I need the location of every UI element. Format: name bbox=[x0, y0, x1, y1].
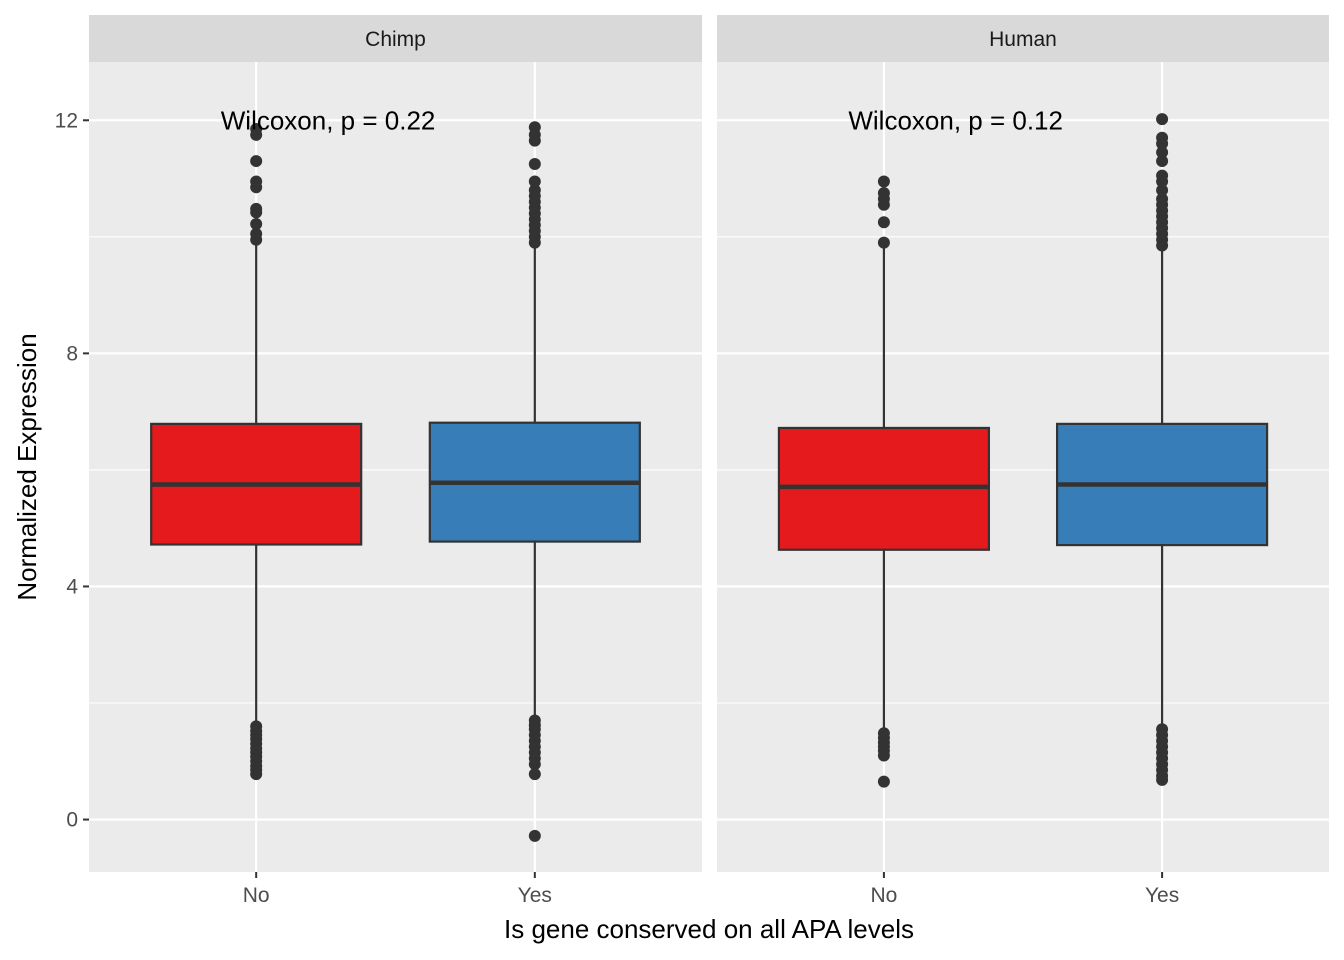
outlier-point bbox=[250, 155, 263, 168]
facet-label: Chimp bbox=[365, 28, 426, 51]
outlier-point bbox=[528, 157, 541, 170]
wilcoxon-annotation: Wilcoxon, p = 0.12 bbox=[848, 105, 1063, 135]
outlier-point bbox=[250, 175, 263, 188]
outlier-point bbox=[877, 216, 890, 229]
panel-human: Human No Yes Wilcoxon, p = 0.12 bbox=[717, 15, 1329, 907]
y-axis-title: Normalized Expression bbox=[12, 333, 42, 600]
y-tick-label: 8 bbox=[66, 342, 78, 365]
box-no bbox=[777, 175, 991, 788]
panel-chimp: Chimp No Yes Wilcoxon, p = 0.22 bbox=[89, 15, 702, 907]
outlier-point bbox=[528, 768, 541, 781]
outlier-point bbox=[1156, 169, 1169, 182]
facet-strip bbox=[89, 15, 702, 62]
y-tick-label: 12 bbox=[55, 109, 78, 132]
outlier-point bbox=[250, 720, 263, 733]
box-yes bbox=[428, 121, 641, 842]
outlier-point bbox=[250, 202, 263, 215]
outlier-point bbox=[877, 187, 890, 200]
x-tick-label: No bbox=[870, 884, 897, 907]
x-tick-label: Yes bbox=[518, 884, 552, 907]
outlier-point bbox=[1156, 155, 1169, 168]
outlier-point bbox=[1156, 723, 1169, 736]
outlier-point bbox=[1156, 192, 1169, 205]
facet-strip bbox=[717, 15, 1329, 62]
outlier-point bbox=[1156, 113, 1169, 126]
outlier-point bbox=[1156, 184, 1169, 197]
x-tick-label: No bbox=[243, 884, 270, 907]
outlier-point bbox=[528, 714, 541, 727]
x-tick-label: Yes bbox=[1145, 884, 1179, 907]
outlier-point bbox=[877, 775, 890, 788]
outlier-point bbox=[528, 829, 541, 842]
box-yes bbox=[1055, 113, 1269, 786]
outlier-point bbox=[1156, 131, 1169, 144]
outlier-point bbox=[528, 175, 541, 188]
box-no bbox=[150, 123, 363, 781]
outlier-point bbox=[528, 184, 541, 197]
facet-label: Human bbox=[989, 28, 1057, 51]
outlier-point bbox=[528, 121, 541, 134]
outlier-point bbox=[250, 123, 263, 136]
outlier-point bbox=[250, 218, 263, 230]
outlier-point bbox=[250, 227, 263, 240]
outlier-point bbox=[877, 727, 890, 740]
wilcoxon-annotation: Wilcoxon, p = 0.22 bbox=[221, 105, 436, 135]
outlier-point bbox=[877, 175, 890, 188]
y-tick-label: 0 bbox=[66, 809, 78, 832]
y-tick-label: 4 bbox=[66, 575, 78, 598]
outlier-point bbox=[877, 236, 890, 249]
outlier-point bbox=[1156, 146, 1169, 159]
x-axis-title: Is gene conserved on all APA levels bbox=[504, 914, 914, 944]
